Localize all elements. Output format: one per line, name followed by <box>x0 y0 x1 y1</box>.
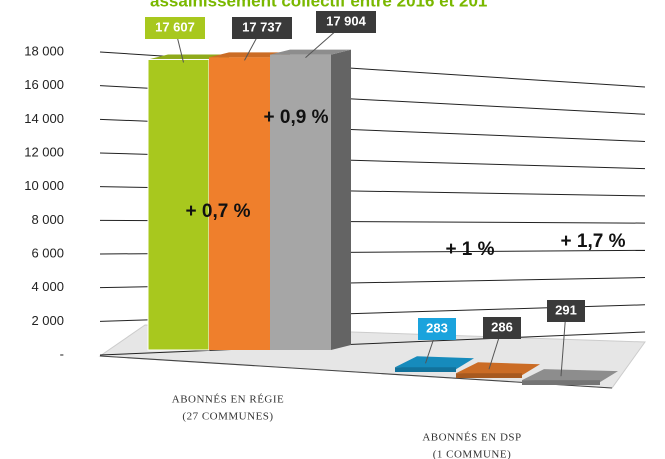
value-label-box <box>418 318 456 340</box>
y-tick-label: - <box>60 346 64 361</box>
y-tick-label: 2 000 <box>31 313 64 328</box>
value-label: 17 737 <box>242 19 282 34</box>
value-label-box <box>483 317 521 339</box>
bar <box>395 367 456 372</box>
value-label-box <box>547 300 585 322</box>
chart-title: assainissement collectif entre 2016 et 2… <box>150 0 487 10</box>
grid-line <box>99 331 646 356</box>
y-tick-label: 6 000 <box>31 245 64 260</box>
annotation: + 0,7 % <box>186 201 251 222</box>
x-tick-label: ABONNÉS EN RÉGIE <box>172 394 285 406</box>
y-tick-label: 8 000 <box>31 212 64 227</box>
y-tick-label: 18 000 <box>24 43 64 58</box>
bar <box>270 54 331 351</box>
y-tick-label: 4 000 <box>31 279 64 294</box>
bar-top <box>270 49 351 55</box>
y-tick-label: 12 000 <box>24 144 64 159</box>
value-label-box <box>145 17 205 39</box>
annotation: + 1,7 % <box>561 231 626 252</box>
y-tick-label: 14 000 <box>24 111 64 126</box>
y-tick-label: 16 000 <box>24 77 64 92</box>
bar-side <box>331 49 351 351</box>
bar <box>456 373 522 378</box>
x-tick-label: (27 COMMUNES) <box>182 411 273 423</box>
value-label: 286 <box>491 319 513 334</box>
bar-top <box>522 369 618 383</box>
value-label-box <box>232 17 292 39</box>
annotation: + 0,9 % <box>264 107 329 128</box>
x-tick-label: (1 COMMUNE) <box>433 449 512 459</box>
bar-top <box>456 362 540 376</box>
value-label: 17 607 <box>155 19 195 34</box>
value-label: 291 <box>555 302 577 317</box>
value-label-box <box>316 11 376 33</box>
value-label: 17 904 <box>326 13 367 28</box>
bar-top <box>395 356 474 370</box>
annotation: + 1 % <box>445 239 494 260</box>
x-tick-label: ABONNÉS EN DSP <box>422 432 521 444</box>
bar-top <box>209 52 290 58</box>
y-tick-label: 10 000 <box>24 178 64 193</box>
bar-top <box>148 54 229 60</box>
bar <box>209 57 270 350</box>
value-label: 283 <box>426 320 448 335</box>
bar <box>522 380 600 385</box>
bar <box>147 58 210 351</box>
